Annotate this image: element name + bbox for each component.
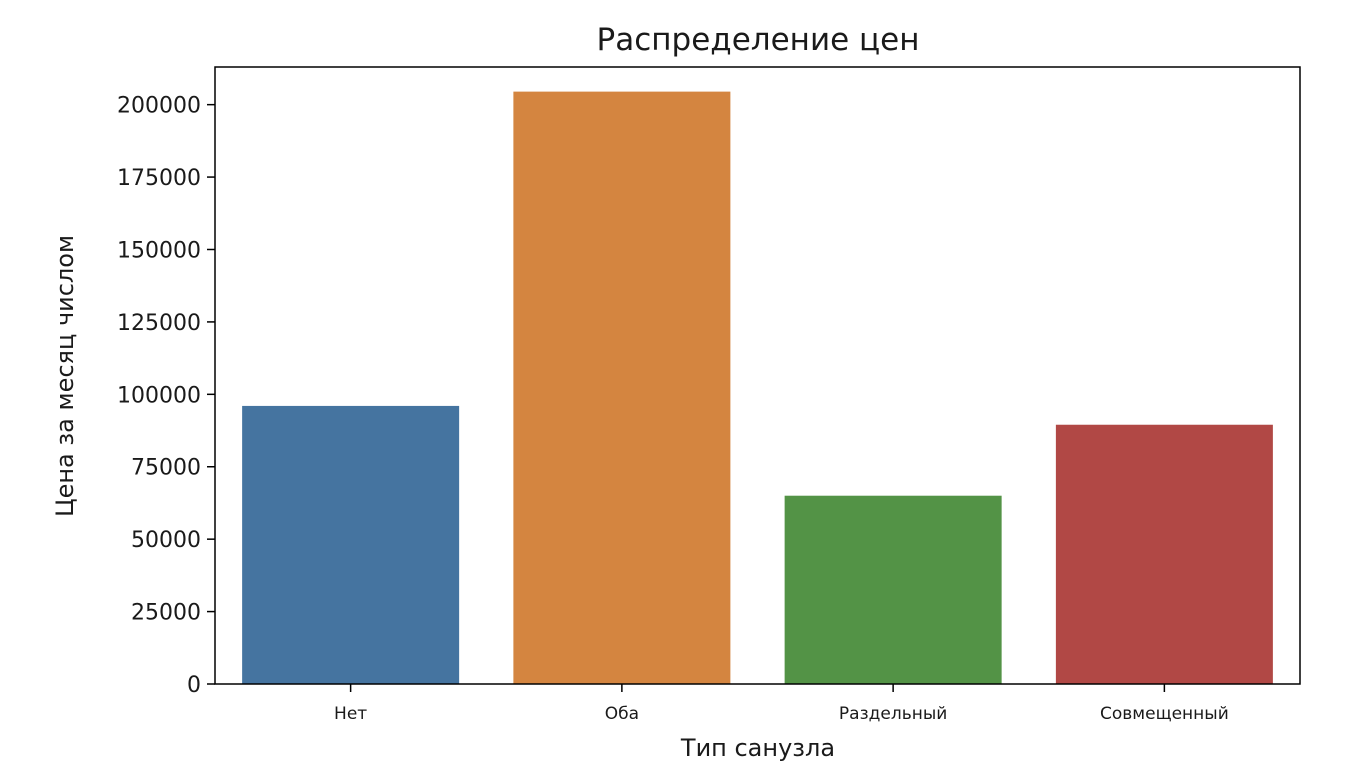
- x-tick-label: Раздельный: [839, 704, 947, 724]
- bar-2: [513, 91, 731, 685]
- y-axis: 0 25000 50000 75000 100000 125000 150000 175000…: [117, 94, 215, 698]
- plot-frame: [214, 66, 1301, 685]
- y-tick-label: 25000: [131, 601, 201, 626]
- x-axis: Нет Оба Раздельный Совмещенный: [334, 684, 1229, 724]
- y-tick-label: 0: [187, 673, 201, 698]
- x-tick-label: Оба: [605, 704, 639, 724]
- y-tick-label: 75000: [131, 456, 201, 481]
- y-tick-label: 50000: [131, 528, 201, 553]
- x-axis-label: Тип санузла: [680, 734, 835, 762]
- x-tick-label: Нет: [334, 704, 367, 724]
- x-tick-label: Совмещенный: [1100, 704, 1229, 724]
- y-tick-label: 125000: [117, 311, 201, 336]
- y-tick-label: 100000: [117, 383, 201, 408]
- y-axis-label: Цена за месяц числом: [51, 235, 79, 517]
- bar-1: [242, 405, 460, 684]
- chart-title: Распределение цен: [597, 22, 920, 58]
- bar-3: [784, 495, 1002, 684]
- bars-layer: [242, 91, 1273, 685]
- y-tick-label: 200000: [117, 94, 201, 119]
- y-tick-label: 150000: [117, 238, 201, 263]
- y-tick-label: 175000: [117, 166, 201, 191]
- bar-4: [1055, 424, 1273, 684]
